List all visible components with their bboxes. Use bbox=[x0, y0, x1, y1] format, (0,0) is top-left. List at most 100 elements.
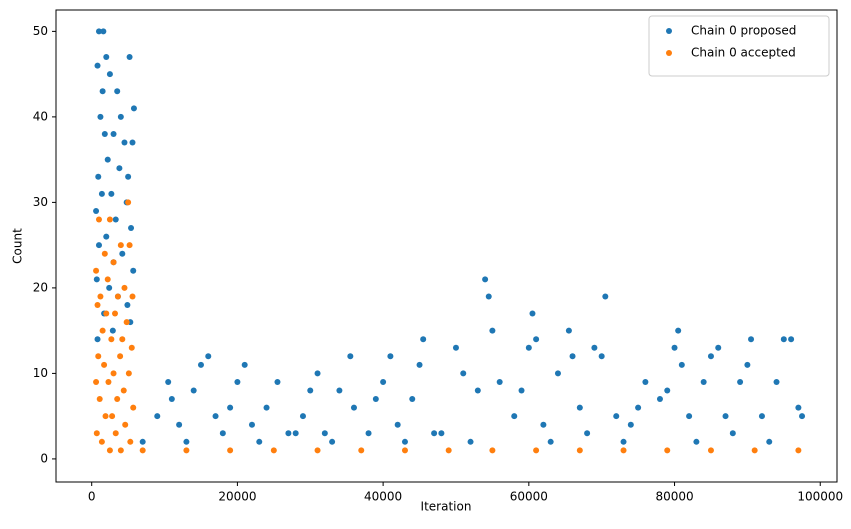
point bbox=[100, 28, 107, 35]
point bbox=[372, 396, 379, 403]
point bbox=[128, 225, 135, 232]
point bbox=[129, 293, 136, 300]
point bbox=[748, 336, 755, 343]
x-tick-label: 40000 bbox=[364, 490, 402, 504]
point bbox=[106, 71, 113, 78]
point bbox=[292, 430, 299, 437]
point bbox=[97, 113, 104, 120]
point bbox=[569, 353, 576, 360]
point bbox=[642, 378, 649, 385]
point bbox=[110, 370, 117, 377]
point bbox=[401, 438, 408, 445]
point bbox=[139, 447, 146, 454]
point bbox=[533, 447, 540, 454]
point bbox=[183, 447, 190, 454]
point bbox=[664, 387, 671, 394]
point bbox=[93, 267, 100, 274]
point bbox=[525, 344, 532, 351]
marks bbox=[93, 28, 806, 454]
point bbox=[102, 413, 109, 420]
point bbox=[518, 387, 525, 394]
point bbox=[485, 293, 492, 300]
point bbox=[350, 404, 357, 411]
point bbox=[108, 190, 115, 197]
point bbox=[130, 404, 137, 411]
point bbox=[112, 216, 119, 223]
point bbox=[795, 447, 802, 454]
point bbox=[256, 438, 263, 445]
point bbox=[329, 438, 336, 445]
point bbox=[114, 293, 121, 300]
point bbox=[511, 413, 518, 420]
point bbox=[722, 413, 729, 420]
point bbox=[95, 173, 102, 180]
point bbox=[112, 310, 119, 317]
point bbox=[130, 105, 137, 112]
point bbox=[380, 378, 387, 385]
point bbox=[101, 250, 108, 257]
point bbox=[96, 396, 103, 403]
point bbox=[121, 284, 128, 291]
point bbox=[799, 413, 806, 420]
point bbox=[565, 327, 572, 334]
point bbox=[98, 190, 105, 197]
point bbox=[103, 233, 110, 240]
point bbox=[93, 378, 100, 385]
y-tick-label: 40 bbox=[33, 109, 48, 123]
point bbox=[715, 344, 722, 351]
point bbox=[671, 344, 678, 351]
point bbox=[394, 421, 401, 428]
point bbox=[105, 378, 112, 385]
point bbox=[117, 113, 124, 120]
point bbox=[99, 327, 106, 334]
point bbox=[336, 387, 343, 394]
point bbox=[686, 413, 693, 420]
point bbox=[114, 88, 121, 95]
point bbox=[788, 336, 795, 343]
point bbox=[212, 413, 219, 420]
point bbox=[263, 404, 270, 411]
point bbox=[401, 447, 408, 454]
point bbox=[314, 370, 321, 377]
point bbox=[707, 447, 714, 454]
point bbox=[270, 447, 277, 454]
point bbox=[598, 353, 605, 360]
legend-label: Chain 0 proposed bbox=[691, 24, 796, 38]
point bbox=[365, 430, 372, 437]
point bbox=[106, 447, 113, 454]
point bbox=[97, 293, 104, 300]
y-tick-label: 50 bbox=[33, 24, 48, 38]
point bbox=[120, 387, 127, 394]
point bbox=[127, 438, 134, 445]
x-tick-label: 80000 bbox=[655, 490, 693, 504]
point bbox=[780, 336, 787, 343]
point bbox=[540, 421, 547, 428]
point bbox=[94, 62, 101, 69]
point bbox=[438, 430, 445, 437]
point bbox=[219, 430, 226, 437]
point bbox=[627, 421, 634, 428]
point bbox=[620, 438, 627, 445]
point bbox=[584, 430, 591, 437]
point bbox=[489, 447, 496, 454]
point bbox=[128, 344, 135, 351]
point bbox=[110, 259, 117, 266]
point bbox=[613, 413, 620, 420]
point bbox=[547, 438, 554, 445]
point bbox=[101, 361, 108, 368]
point bbox=[106, 216, 113, 223]
point bbox=[700, 378, 707, 385]
legend-marker bbox=[666, 28, 672, 34]
point bbox=[496, 378, 503, 385]
point bbox=[420, 336, 427, 343]
point bbox=[109, 413, 116, 420]
point bbox=[299, 413, 306, 420]
point bbox=[693, 438, 700, 445]
point bbox=[154, 413, 161, 420]
point bbox=[347, 353, 354, 360]
point bbox=[554, 370, 561, 377]
point bbox=[274, 378, 281, 385]
point bbox=[95, 353, 102, 360]
y-tick-label: 0 bbox=[40, 451, 48, 465]
point bbox=[766, 438, 773, 445]
